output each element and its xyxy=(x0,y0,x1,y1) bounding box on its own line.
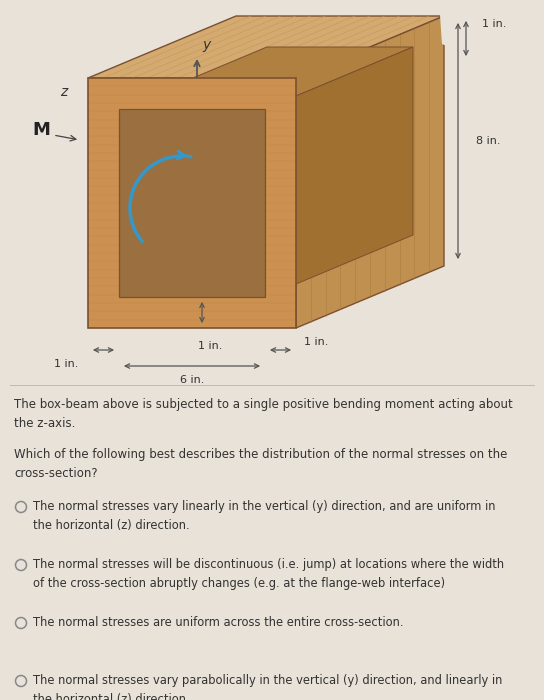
Text: The box-beam above is subjected to a single positive bending moment acting about: The box-beam above is subjected to a sin… xyxy=(14,398,513,430)
Text: 1 in.: 1 in. xyxy=(304,337,328,347)
Text: y: y xyxy=(202,38,210,52)
Text: The normal stresses vary linearly in the vertical (y) direction, and are uniform: The normal stresses vary linearly in the… xyxy=(33,500,496,531)
Polygon shape xyxy=(119,109,265,297)
Text: The normal stresses will be discontinuous (i.e. jump) at locations where the wid: The normal stresses will be discontinuou… xyxy=(33,558,504,589)
Text: Which of the following best describes the distribution of the normal stresses on: Which of the following best describes th… xyxy=(14,448,508,480)
Text: 1 in.: 1 in. xyxy=(198,341,222,351)
Text: 8 in.: 8 in. xyxy=(476,136,500,146)
Text: 1 in.: 1 in. xyxy=(482,19,506,29)
Text: M: M xyxy=(32,121,50,139)
Text: The normal stresses are uniform across the entire cross-section.: The normal stresses are uniform across t… xyxy=(33,616,404,629)
Polygon shape xyxy=(119,47,413,109)
Text: The normal stresses vary parabolically in the vertical (y) direction, and linear: The normal stresses vary parabolically i… xyxy=(33,674,502,700)
Text: 6 in.: 6 in. xyxy=(180,375,204,385)
Polygon shape xyxy=(439,1,482,51)
Text: z: z xyxy=(60,85,67,99)
Text: 1 in.: 1 in. xyxy=(54,359,78,369)
Polygon shape xyxy=(296,16,444,328)
Polygon shape xyxy=(88,78,296,328)
Polygon shape xyxy=(88,16,444,78)
Polygon shape xyxy=(265,47,413,297)
